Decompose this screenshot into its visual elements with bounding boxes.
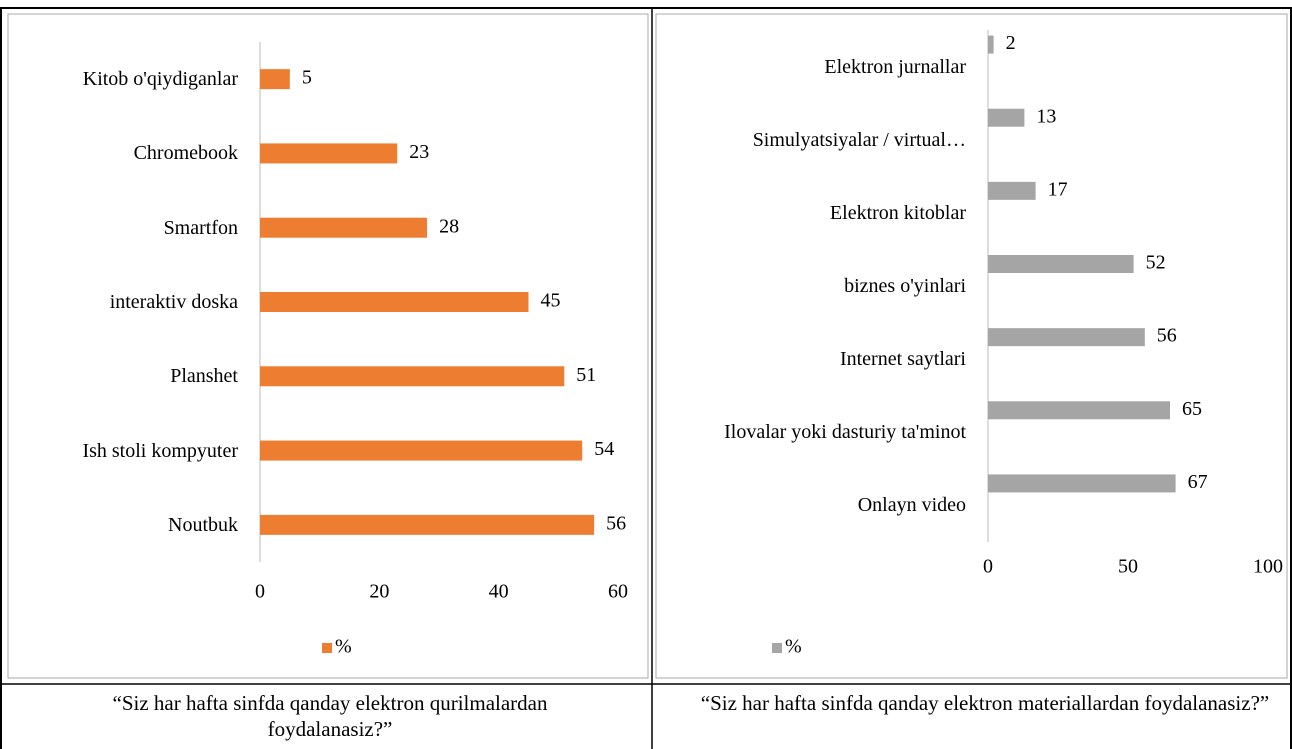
bar (988, 255, 1134, 273)
bar (260, 514, 595, 535)
y-tick-label: Onlayn video (857, 494, 966, 517)
bar (260, 217, 428, 238)
y-tick-label: Internet saytlari (839, 348, 966, 371)
value-label: 17 (1048, 178, 1068, 200)
y-tick-label: Kitob o'qiydiganlar (82, 68, 238, 91)
value-label: 2 (1006, 32, 1016, 54)
bar (260, 143, 398, 164)
y-tick-label: Simulyatsiyalar / virtual… (752, 128, 966, 151)
y-tick-label: Ish stoli kompyuter (82, 439, 238, 462)
value-label: 67 (1188, 471, 1208, 493)
bar (988, 328, 1145, 347)
y-tick-label: Ilovalar yoki dasturiy ta'minot (724, 421, 966, 444)
x-tick-label: 100 (1253, 556, 1283, 578)
y-tick-label: Chromebook (133, 142, 238, 165)
bar (260, 366, 565, 387)
x-tick-label: 50 (1118, 556, 1138, 578)
bar (260, 440, 583, 461)
outer-frame (0, 7, 1292, 749)
caption: “Siz har hafta sinfda qanday elektron qu… (112, 691, 548, 741)
value-label: 5 (302, 67, 312, 89)
legend-label: % (785, 636, 802, 658)
y-tick-label: Elektron jurnallar (824, 55, 966, 78)
x-tick-label: 0 (255, 581, 265, 603)
x-tick-label: 60 (608, 581, 628, 603)
cell-frame (7, 13, 649, 679)
x-tick-label: 40 (489, 581, 509, 603)
value-label: 51 (576, 364, 596, 386)
value-label: 56 (606, 512, 626, 534)
value-label: 65 (1182, 398, 1202, 420)
legend-swatch (772, 643, 782, 653)
y-tick-label: Planshet (170, 365, 238, 388)
bar (260, 69, 290, 90)
bar (988, 474, 1176, 493)
caption: “Siz har hafta sinfda qanday elektron ma… (700, 691, 1270, 715)
bar (988, 108, 1025, 127)
x-tick-label: 0 (983, 556, 993, 578)
value-label: 54 (594, 438, 614, 460)
y-tick-label: Elektron kitoblar (829, 201, 966, 224)
value-label: 52 (1146, 252, 1166, 274)
bar (988, 35, 994, 54)
legend-label: % (335, 636, 352, 658)
bar (260, 292, 529, 312)
value-label: 13 (1036, 105, 1056, 127)
y-tick-label: biznes o'yinlari (844, 275, 966, 297)
bar (988, 181, 1036, 200)
value-label: 28 (439, 215, 459, 237)
cell-frame (655, 13, 1288, 679)
legend-swatch (322, 643, 332, 653)
y-tick-label: Smartfon (163, 216, 238, 239)
value-label: 23 (409, 141, 429, 163)
y-tick-label: interaktiv doska (109, 291, 238, 313)
x-tick-label: 20 (369, 581, 389, 603)
y-tick-label: Noutbuk (168, 513, 238, 536)
bar (988, 401, 1170, 420)
value-label: 56 (1157, 325, 1177, 347)
value-label: 45 (541, 290, 561, 312)
